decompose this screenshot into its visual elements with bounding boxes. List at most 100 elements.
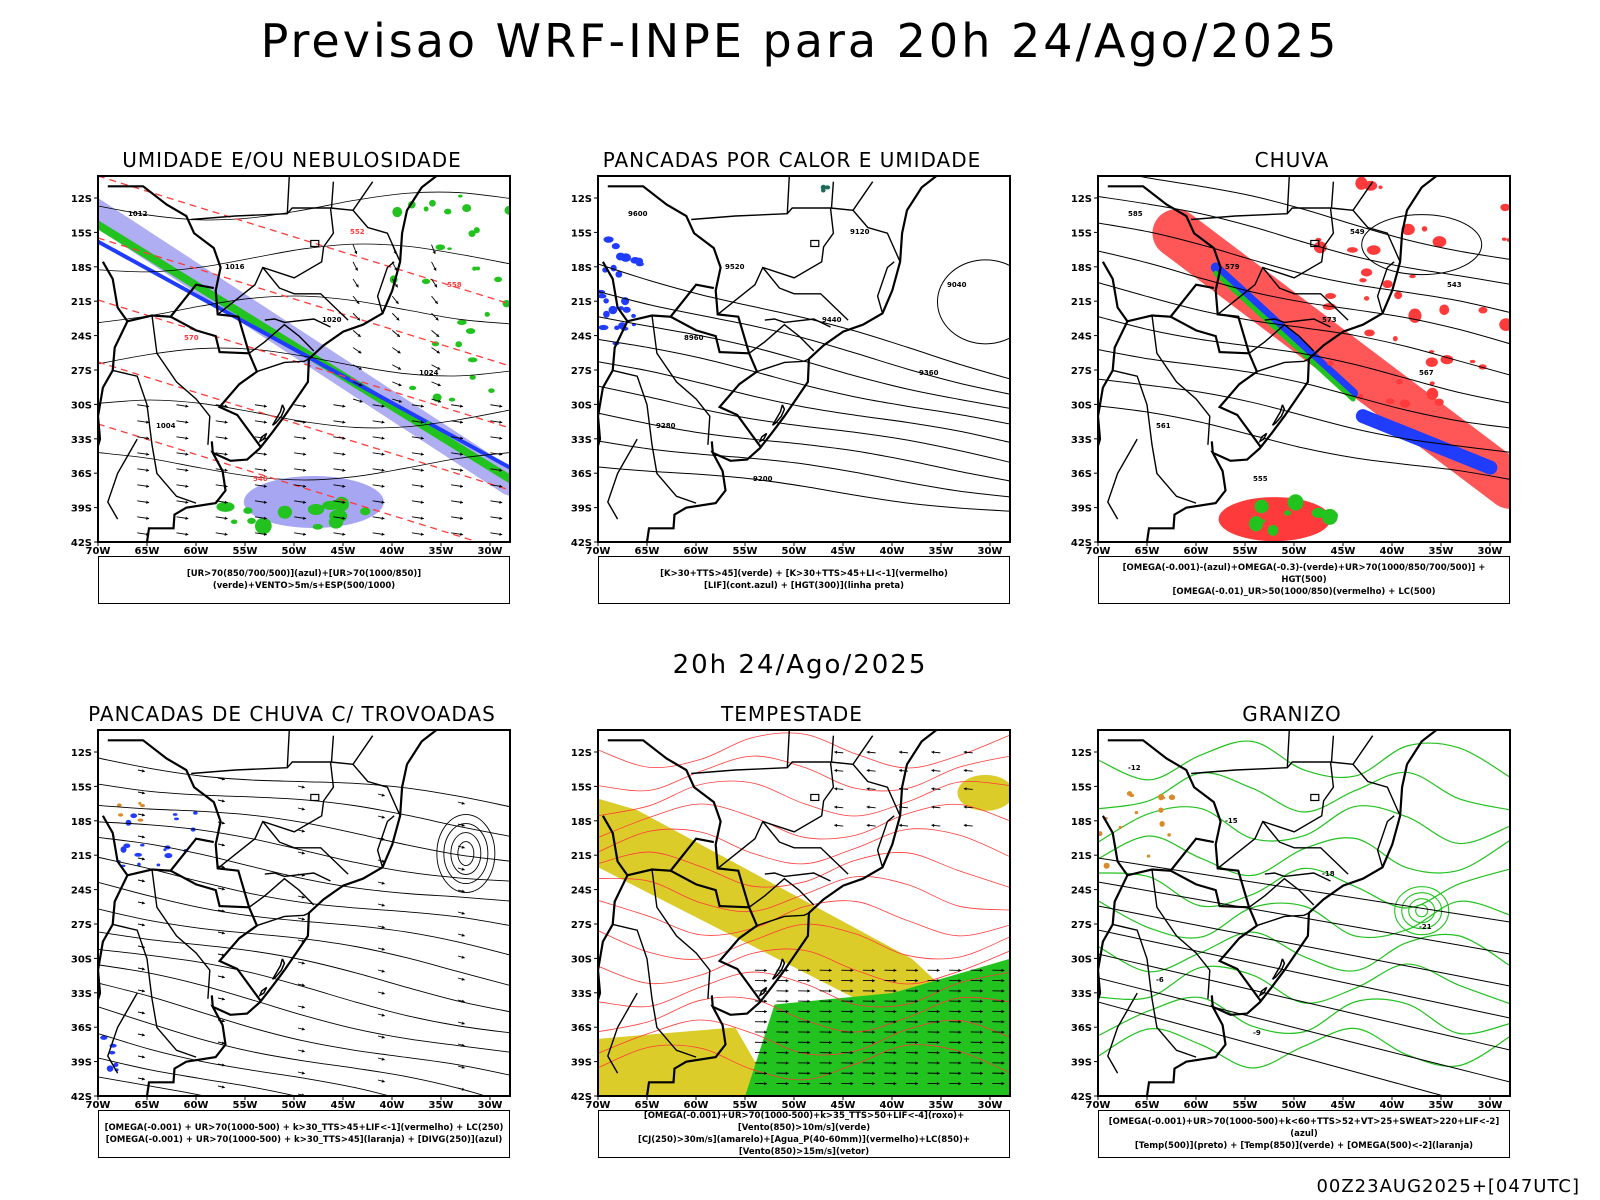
low-level-moisture [447, 247, 452, 250]
rain-area [1359, 278, 1367, 283]
lat-label: 12S [71, 748, 92, 759]
low-level-moisture [457, 319, 467, 325]
temperature-850-contour [1098, 740, 1510, 781]
omega-500-area [1134, 810, 1139, 815]
contour-label: 9520 [725, 263, 745, 271]
state-border [756, 912, 810, 927]
lon-label: 70W [86, 546, 111, 557]
state-border [352, 735, 374, 765]
streamline-850 [598, 755, 1010, 792]
lat-label: 39S [571, 1058, 592, 1069]
state-border [764, 872, 831, 882]
lon-label: 45W [1331, 546, 1356, 557]
country-border [1210, 995, 1214, 1007]
legend-line: [UR>70(850/700/500)](azul)+[UR>70(1000/8… [186, 569, 422, 591]
state-border [256, 912, 310, 927]
lon-label: 70W [1086, 546, 1111, 557]
state-border [264, 872, 331, 882]
state-border [756, 358, 810, 373]
rain-area [1401, 223, 1415, 236]
pressure-contour [98, 191, 510, 221]
low-level-moisture [254, 517, 272, 535]
state-border [830, 207, 901, 263]
rain-area [1408, 308, 1422, 323]
federal-district [810, 793, 820, 802]
lon-label: 35W [1429, 1100, 1454, 1111]
country-border [101, 815, 215, 877]
lat-label: 27S [71, 366, 92, 377]
legend-box: [UR>70(850/700/500)](azul)+[UR>70(1000/8… [98, 556, 510, 604]
divergence-area [134, 852, 142, 857]
state-border [830, 735, 835, 763]
map-area: 12S 15S 18S 21S 24S 27S 30S 33S 36S 39S 42S 70W 65W 6… [562, 729, 1022, 1116]
state-border [1112, 369, 1197, 504]
country-border [101, 261, 215, 323]
lat-label: 18S [571, 817, 592, 828]
state-border [691, 207, 835, 315]
lat-label: 12S [71, 194, 92, 205]
streamline-850 [598, 803, 1010, 840]
low-level-moisture [409, 385, 417, 391]
lat-label: 27S [71, 920, 92, 931]
state-border [830, 181, 835, 209]
state-border [330, 735, 335, 763]
streamline-850 [598, 923, 1010, 960]
lat-label: 12S [1071, 194, 1092, 205]
state-border [1256, 912, 1310, 927]
lon-label: 65W [1135, 1100, 1160, 1111]
contour-label: 9440 [822, 316, 842, 324]
lat-label: 30S [71, 400, 92, 411]
height-300-contour [598, 466, 1010, 512]
country-border [170, 869, 250, 909]
federal-district [310, 239, 320, 248]
streamline-850 [598, 996, 1010, 1033]
lat-label: 27S [571, 366, 592, 377]
streamline [98, 1033, 392, 1096]
divergence-area [125, 819, 132, 826]
streamline-850 [598, 899, 1010, 937]
low-level-moisture [277, 505, 293, 519]
state-border [1248, 877, 1315, 908]
contour-label: -15 [1225, 817, 1238, 825]
lat-label: 36S [1071, 1023, 1092, 1034]
federal-district [1310, 239, 1320, 248]
divergence-area [137, 862, 141, 867]
low-level-moisture [392, 206, 403, 218]
lon-label: 60W [684, 546, 709, 557]
omega-500-area [1159, 821, 1165, 827]
low-level-moisture [458, 194, 463, 198]
state-border [1376, 815, 1395, 868]
east-coastline [1145, 176, 1438, 542]
contour-label: 573 [1322, 316, 1337, 324]
lat-label: 24S [571, 332, 592, 343]
storm-area [139, 804, 146, 808]
state-border [748, 877, 815, 908]
temperature-850-contour [1415, 904, 1429, 918]
country-border [170, 315, 250, 355]
lon-label: 60W [684, 1100, 709, 1111]
panel-title: UMIDADE E/OU NEBULOSIDADE [122, 148, 462, 172]
lagoon [758, 432, 768, 444]
state-border [1330, 735, 1335, 763]
height-500-contour [1098, 250, 1510, 345]
lon-label: 30W [478, 546, 503, 557]
lifted-index-contour [598, 324, 609, 331]
lat-label: 33S [71, 435, 92, 446]
thickness-contour [98, 176, 510, 305]
lat-label: 39S [71, 504, 92, 515]
rain-area [1440, 355, 1454, 365]
lat-label: 42S [71, 1092, 92, 1103]
height-300-contour [936, 259, 1010, 345]
panel-title: TEMPESTADE [721, 702, 863, 726]
low-level-moisture [307, 504, 325, 515]
streamline [98, 1006, 488, 1096]
map-field-layer [1098, 176, 1510, 542]
lon-label: 40W [880, 1100, 905, 1111]
lon-label: 60W [184, 546, 209, 557]
temperature-850-contour [1098, 771, 1510, 813]
state-border [691, 761, 835, 869]
state-border [786, 176, 790, 214]
lagoon [1271, 958, 1286, 980]
contour-label: 9280 [656, 422, 676, 430]
map-area: -12 -15 -18 -21 -6 -9 12S 15S 18S 21S 24S 27S 30S 33S… [1062, 729, 1522, 1116]
